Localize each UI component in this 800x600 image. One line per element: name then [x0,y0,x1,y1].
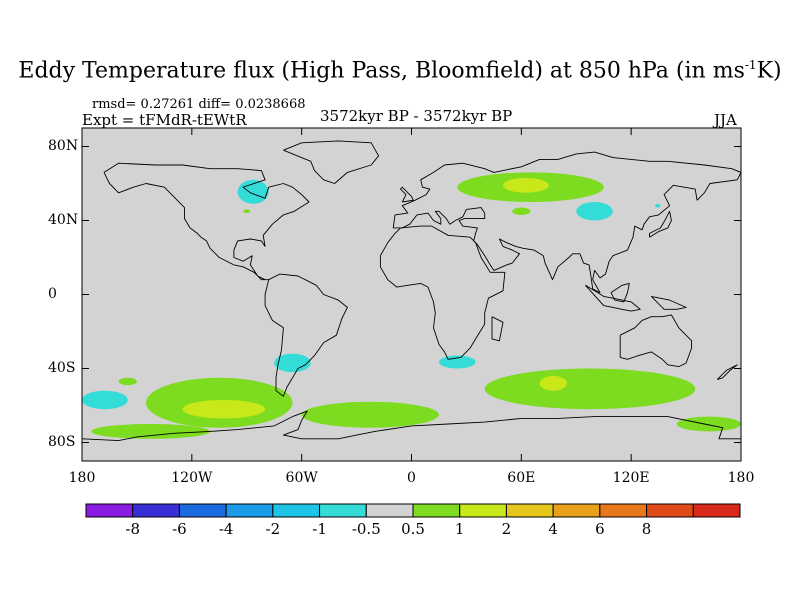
coastline-borneo [610,282,630,303]
stats-line: rmsd= 0.27261 diff= 0.0238668 [92,97,306,112]
colorbar-swatch [178,503,227,518]
anomaly-indian-ocean-core [539,375,568,391]
coastline-greenland [283,140,380,184]
colorbar-label: -4 [218,520,234,538]
colorbar-swatch [552,503,601,518]
coastline-britain [400,186,414,203]
coastline-new-zealand [716,364,738,381]
anomaly-ross-sea [91,424,211,439]
x-tick-label: 60W [285,470,318,486]
anomaly-s-atlantic-west [274,353,311,373]
anomaly-antarctic-coast-east [676,416,741,432]
anomaly-ne-pacific-coast [654,203,661,208]
colorbar-swatch [319,503,367,518]
colorbar-swatch [272,503,321,518]
colorbar-swatch [225,503,274,518]
colorbar-label: -8 [125,520,141,538]
colorbar-swatch [132,503,180,518]
coastline-australia [619,314,693,368]
colorbar-swatch [599,503,648,518]
anomaly-n-eurasia-core [503,177,549,193]
anomaly-drake-atlantic [301,401,439,428]
colorbar-label: -0.5 [351,520,381,538]
colorbar-label: 1 [454,520,465,538]
anomaly-hudson-bay [237,179,269,204]
colorbar-swatch [365,503,414,518]
period-label: 3572kyr BP - 3572kyr BP [320,107,513,125]
anomaly-southern-ocean-pacific-core [182,399,266,419]
colorbar-swatch [646,503,694,518]
colorbar-swatch [505,503,554,518]
coastline-new-guinea [650,295,687,310]
colorbar-swatch [85,503,134,518]
y-tick-label: 0 [48,285,57,302]
colorbar-label: -1 [312,520,327,538]
x-tick-label: 0 [407,470,416,486]
anomaly-indian-ocean-south [484,368,696,410]
coastline-indonesia [585,284,641,312]
coastline-africa [379,225,506,360]
chart-title: Eddy Temperature flux (High Pass, Bloomf… [18,58,782,84]
x-tick-label: 180 [727,470,755,486]
colorbar-label: 8 [641,520,652,538]
colorbar-label: 2 [501,520,512,538]
season-label: JJA [714,111,737,129]
coastline-madagascar [491,316,504,342]
colorbar-label: 0.5 [401,520,425,538]
y-tick-label: 40N [48,211,79,228]
x-tick-label: 120E [612,470,650,486]
anomaly-central-asia-small [512,207,531,215]
colorbar-swatch [692,503,741,518]
coastline-north-america [103,162,310,281]
anomaly-se-pacific-west [82,390,128,410]
colorbar-swatch [412,503,461,518]
y-tick-label: 40S [48,359,76,376]
colorbar-swatch [459,503,507,518]
x-tick-label: 180 [68,470,96,486]
y-tick-label: 80S [48,433,76,450]
anomaly-s-pacific-small [118,377,137,386]
colorbar-label: -6 [172,520,187,538]
anomaly-ne-asia [576,202,613,221]
coastline-japan [649,210,672,238]
colorbar-label: -2 [265,520,281,538]
coastline-antarctica [82,410,741,442]
y-tick-label: 80N [48,137,79,154]
coastline-eurasia [392,151,741,294]
colorbar-label: 4 [548,520,558,538]
colorbar-label: 6 [595,520,605,538]
experiment-label: Expt = tFMdR-tEWtR [82,111,247,129]
x-tick-label: 60E [507,470,536,486]
x-tick-label: 120W [171,470,213,486]
anomaly-great-lakes [243,209,251,214]
coastline-south-america [264,273,348,397]
